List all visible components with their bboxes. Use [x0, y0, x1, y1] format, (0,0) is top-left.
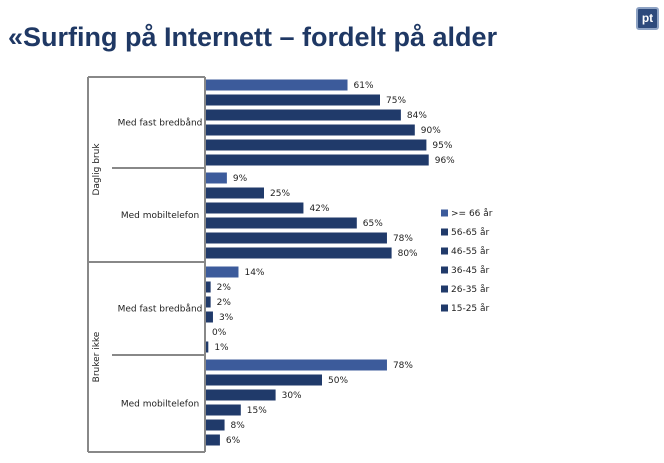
legend-swatch: [441, 285, 448, 293]
data-label: 96%: [435, 156, 455, 166]
bar: [206, 187, 264, 199]
bar: [206, 232, 387, 244]
data-label: 75%: [386, 96, 406, 106]
data-label: 3%: [219, 313, 234, 323]
legend-label: 15-25 år: [451, 303, 490, 314]
bar: [206, 266, 239, 278]
data-label: 90%: [421, 126, 441, 136]
outer-group-label: Bruker ikke: [92, 331, 102, 382]
bar: [206, 419, 225, 431]
group-label: Med mobiltelefon: [121, 400, 199, 410]
legend-label: 56-65 år: [451, 227, 490, 238]
bar: [206, 404, 241, 416]
legend-swatch: [441, 266, 448, 274]
data-label: 1%: [214, 343, 229, 353]
bar: [206, 374, 322, 386]
legend-swatch: [441, 304, 448, 312]
data-label: 65%: [363, 219, 383, 229]
data-label: 14%: [244, 268, 264, 278]
bar: [206, 359, 387, 371]
bar: [206, 281, 211, 293]
data-label: 2%: [217, 298, 232, 308]
bar: [206, 79, 348, 91]
data-label: 61%: [354, 81, 374, 91]
bar: [206, 109, 401, 121]
bar: [206, 202, 304, 214]
bar: [206, 172, 227, 184]
data-label: 8%: [231, 421, 246, 431]
data-label: 0%: [212, 328, 227, 338]
data-label: 9%: [233, 174, 248, 184]
legend-swatch: [441, 209, 448, 217]
data-label: 84%: [407, 111, 427, 121]
bar: [206, 341, 209, 353]
bar: [206, 139, 427, 151]
legend-label: 26-35 år: [451, 284, 490, 295]
legend-label: 36-45 år: [451, 265, 490, 276]
data-label: 30%: [282, 391, 302, 401]
bar: [206, 154, 429, 166]
data-label: 2%: [217, 283, 232, 293]
bar: [206, 247, 392, 259]
data-label: 78%: [393, 234, 413, 244]
page-title: «Surfing på Internett – fordelt på alder: [8, 22, 498, 52]
legend-swatch: [441, 247, 448, 255]
bar: [206, 311, 213, 323]
bar: [206, 434, 220, 446]
legend-label: >= 66 år: [451, 208, 493, 219]
logo: pt: [636, 7, 659, 30]
bar: [206, 217, 357, 229]
data-label: 15%: [247, 406, 267, 416]
legend-swatch: [441, 228, 448, 236]
data-label: 80%: [398, 249, 418, 259]
bar: [206, 94, 380, 106]
bar: [206, 296, 211, 308]
legend-label: 46-55 år: [451, 246, 490, 257]
data-label: 25%: [270, 189, 290, 199]
bar: [206, 124, 415, 136]
bar: [206, 389, 276, 401]
group-label: Med mobiltelefon: [121, 211, 199, 221]
data-label: 78%: [393, 361, 413, 371]
group-label: Med fast bredbånd: [118, 118, 203, 129]
data-label: 6%: [226, 436, 241, 446]
data-label: 95%: [432, 141, 452, 151]
outer-group-label: Daglig bruk: [92, 143, 102, 196]
data-label: 50%: [328, 376, 348, 386]
data-label: 42%: [309, 204, 329, 214]
group-label: Med fast bredbånd: [118, 304, 203, 315]
